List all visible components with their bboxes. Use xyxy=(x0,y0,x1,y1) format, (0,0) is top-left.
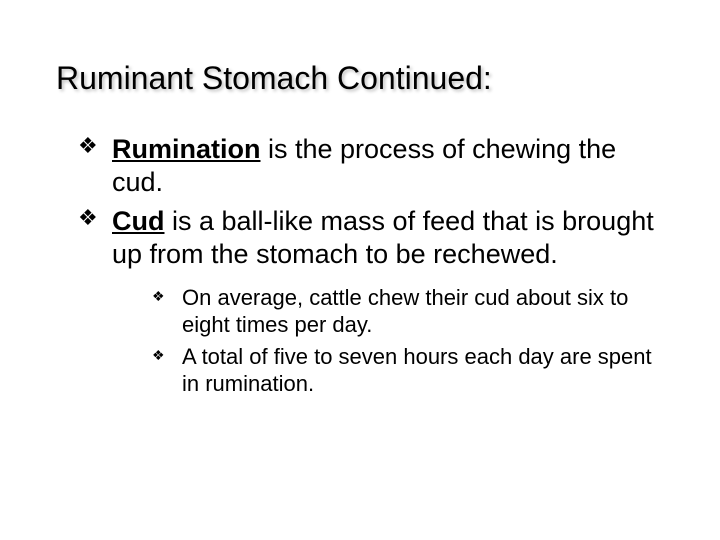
subbullet-text: On average, cattle chew their cud about … xyxy=(182,285,628,337)
bullet-list-level1: Rumination is the process of chewing the… xyxy=(78,133,670,398)
keyword: Cud xyxy=(112,206,164,236)
list-item: Cud is a ball-like mass of feed that is … xyxy=(78,205,670,398)
list-item: On average, cattle chew their cud about … xyxy=(152,285,670,339)
subbullet-text: A total of five to seven hours each day … xyxy=(182,344,652,396)
slide-title: Ruminant Stomach Continued: xyxy=(56,60,670,97)
bullet-text: is a ball-like mass of feed that is brou… xyxy=(112,206,654,269)
list-item: A total of five to seven hours each day … xyxy=(152,344,670,398)
keyword: Rumination xyxy=(112,134,261,164)
bullet-list-level2: On average, cattle chew their cud about … xyxy=(152,285,670,398)
slide: Ruminant Stomach Continued: Rumination i… xyxy=(0,0,720,540)
list-item: Rumination is the process of chewing the… xyxy=(78,133,670,199)
